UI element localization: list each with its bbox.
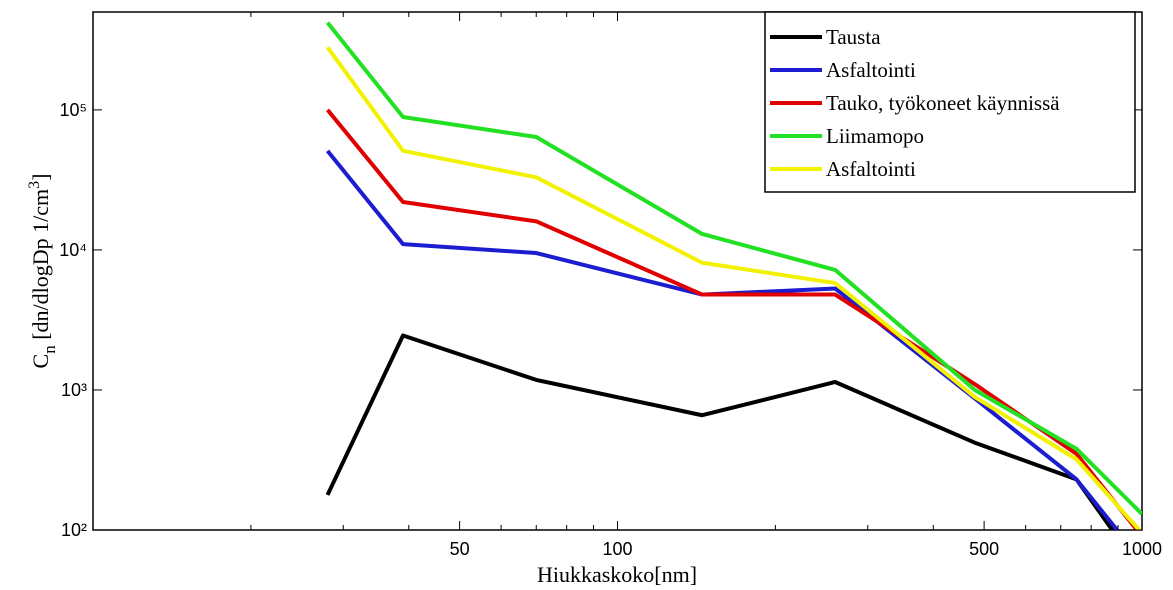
y-tick-label: 10⁴ <box>59 240 87 260</box>
y-tick-label: 10³ <box>61 380 87 400</box>
legend-label: Tauko, työkoneet käynnissä <box>826 91 1060 115</box>
series-line <box>325 333 1115 530</box>
y-tick-label: 10² <box>61 520 87 540</box>
legend-box <box>764 11 1136 193</box>
y-tick-label: 10⁵ <box>60 100 87 120</box>
series-line <box>325 149 1120 530</box>
series-line <box>325 21 1142 516</box>
x-tick-label: 1000 <box>1122 539 1162 559</box>
x-tick-label: 50 <box>450 539 470 559</box>
legend-label: Liimamopo <box>826 124 924 148</box>
series-line <box>325 108 1140 530</box>
x-tick-label: 500 <box>969 539 999 559</box>
x-axis-label: Hiukkaskoko[nm] <box>537 562 697 587</box>
legend-label: Asfaltointi <box>826 157 916 181</box>
series-line <box>325 46 1142 530</box>
legend-label: Asfaltointi <box>826 58 916 82</box>
y-axis-label: Cn [dn/dlogDp 1/cm3] <box>26 174 59 369</box>
lines <box>325 21 1142 530</box>
legend-label: Tausta <box>826 25 881 49</box>
x-tick-label: 100 <box>602 539 632 559</box>
